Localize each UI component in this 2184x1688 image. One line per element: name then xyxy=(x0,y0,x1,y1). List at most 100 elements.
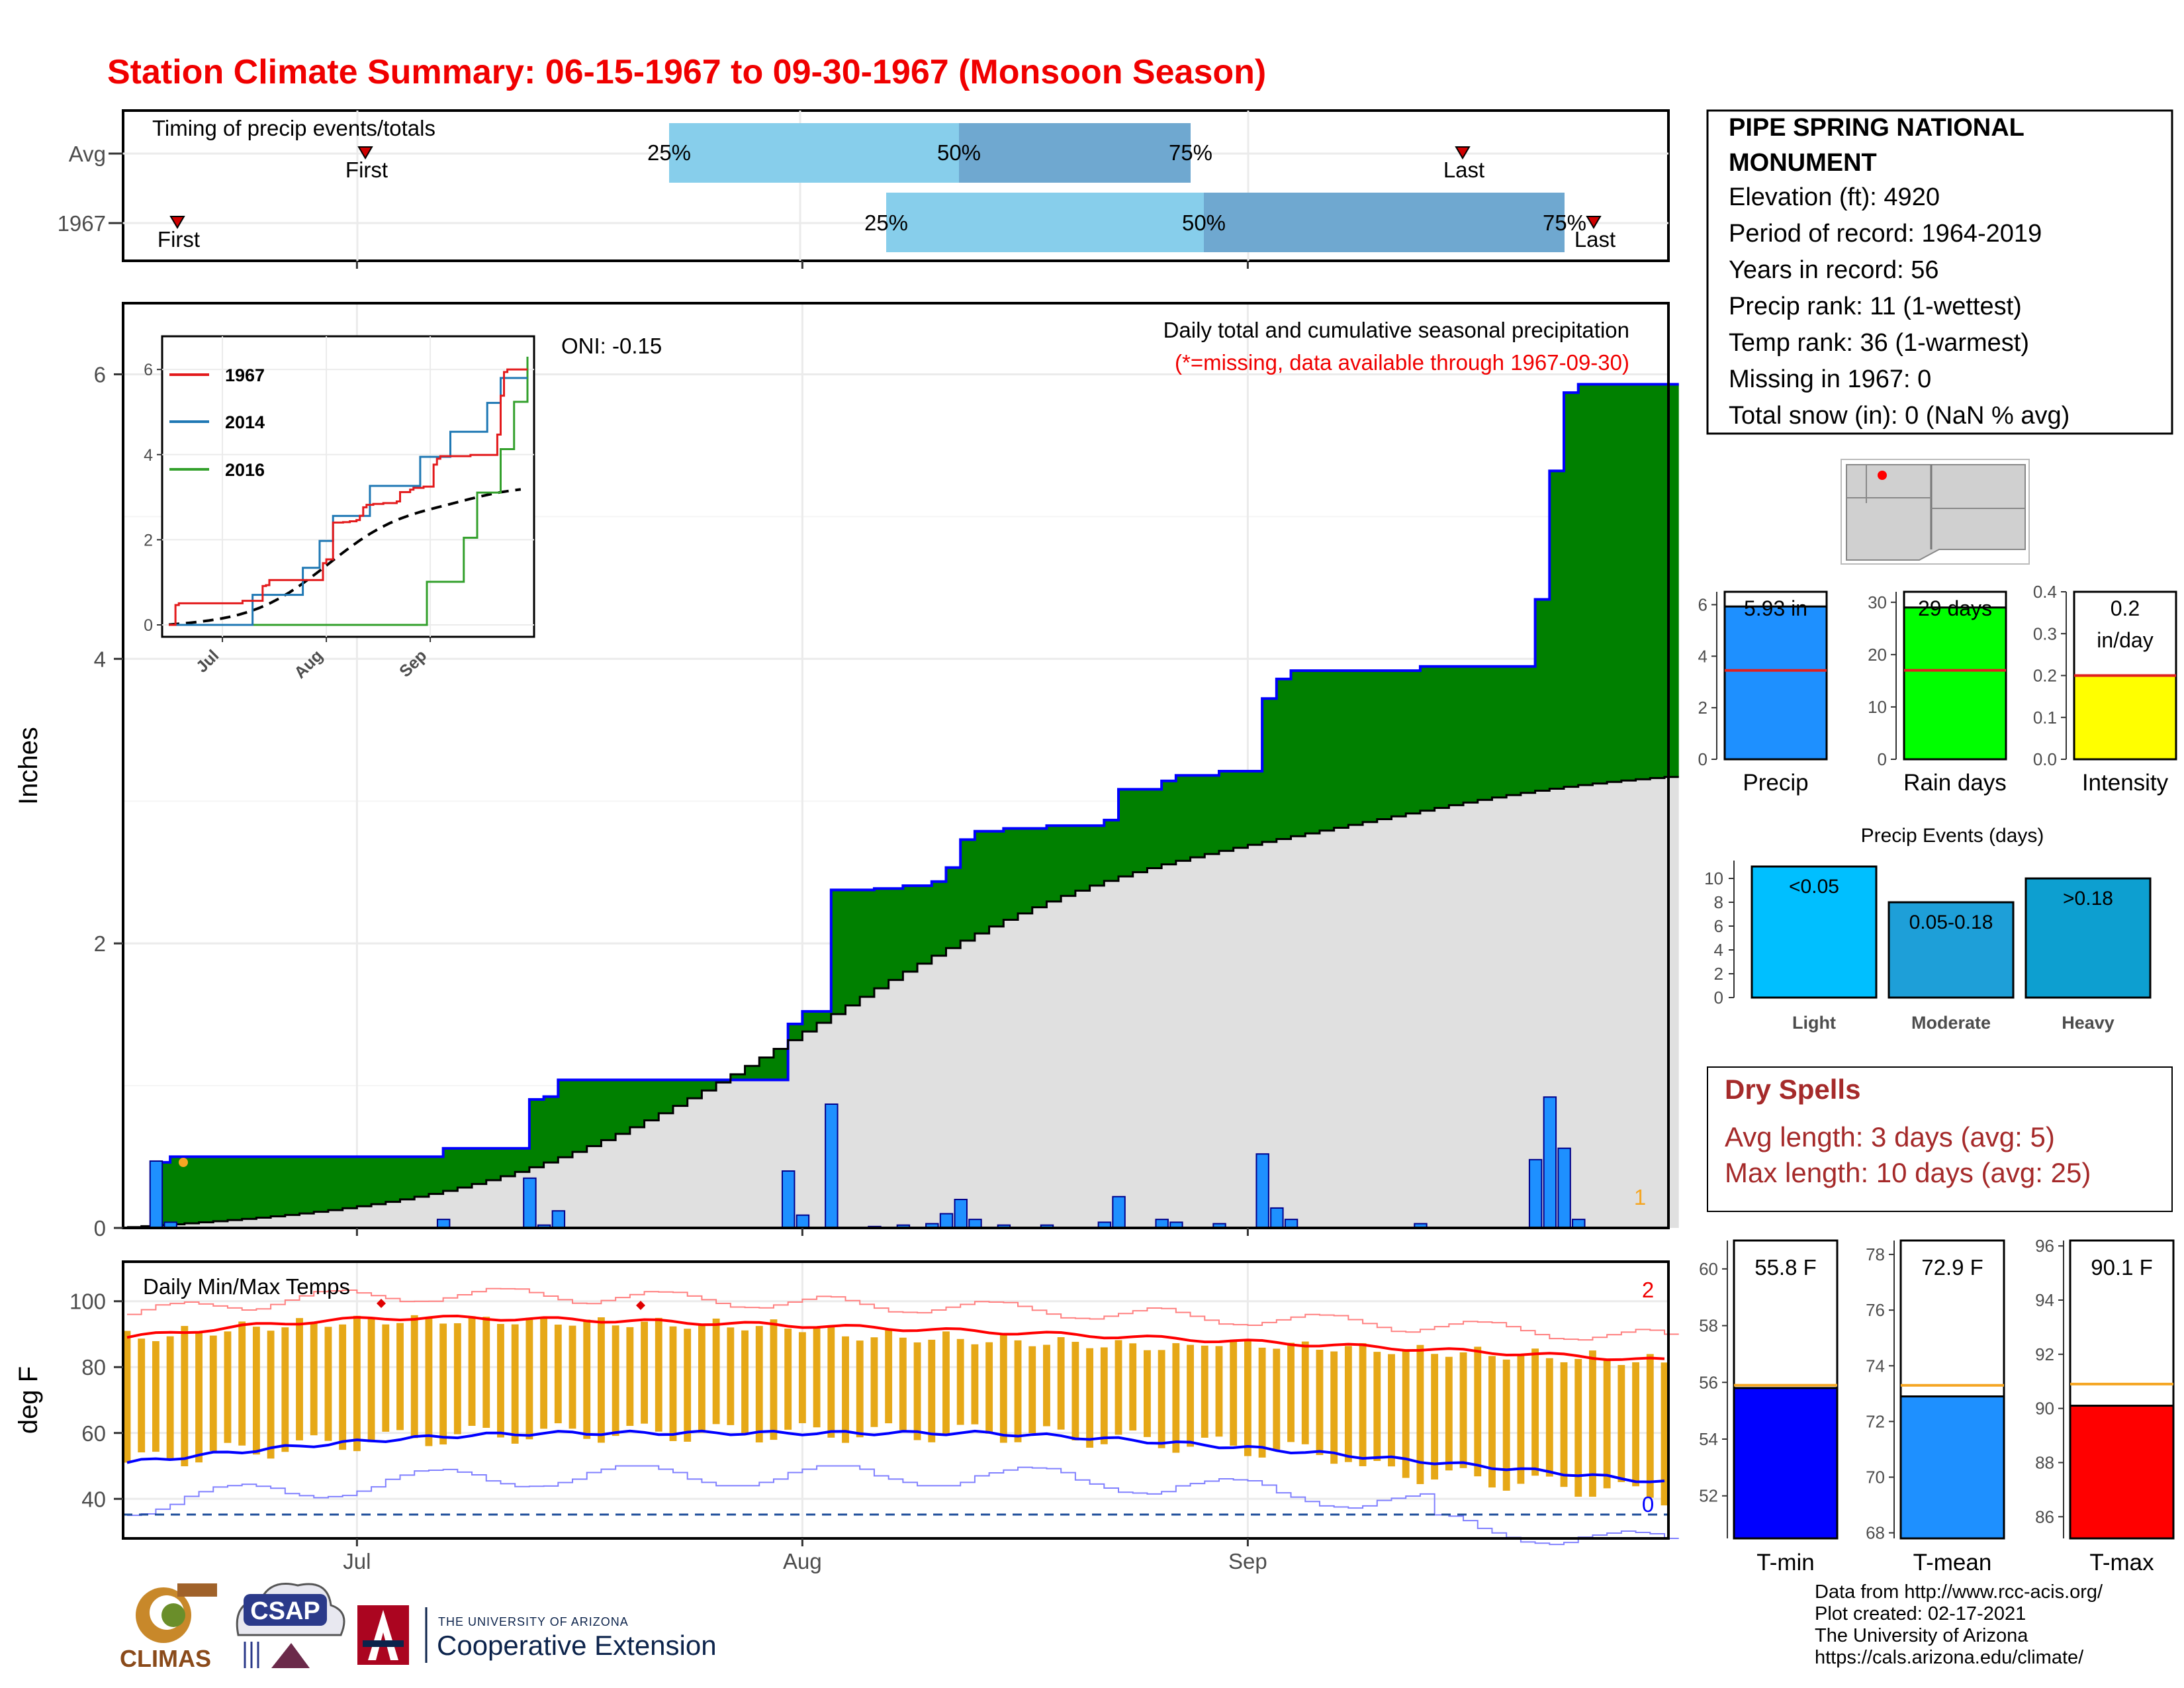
daily-precip-bar xyxy=(954,1199,968,1229)
timing-row-avg: Avg xyxy=(69,142,106,166)
daily-temp-range-bar xyxy=(1144,1350,1151,1437)
daily-temp-range-bar xyxy=(583,1319,591,1439)
daily-temp-range-bar xyxy=(453,1323,461,1434)
summary-bar-tick-label: 10 xyxy=(1868,697,1887,717)
events-y-tick-label: 8 xyxy=(1714,892,1723,912)
daily-temp-range-bar xyxy=(353,1315,361,1452)
daily-temp-range-bar xyxy=(152,1341,159,1452)
daily-temp-range-bar xyxy=(1402,1349,1410,1478)
climas-logo-text: CLIMAS xyxy=(120,1645,211,1672)
daily-temp-range-bar xyxy=(224,1331,232,1443)
daily-temp-range-bar xyxy=(1373,1352,1381,1461)
timing-1967-50-75 xyxy=(1204,193,1565,252)
daily-temp-range-bar xyxy=(655,1317,662,1432)
daily-temp-range-bar xyxy=(1071,1342,1079,1441)
avg-cumulative-area xyxy=(127,776,1679,1228)
credit-url: https://cals.arizona.edu/climate/ xyxy=(1815,1647,2084,1668)
daily-temp-range-bar xyxy=(296,1318,303,1440)
daily-precip-bar xyxy=(939,1213,954,1229)
daily-temp-range-bar xyxy=(598,1317,605,1443)
timing-1967-25-label: 25% xyxy=(864,211,908,235)
precip-caption-missing: (*=missing, data available through 1967-… xyxy=(1175,350,1629,375)
daily-precip-bar xyxy=(1557,1147,1571,1229)
temp-y-tick-label: 80 xyxy=(81,1355,106,1380)
timing-avg-25-50 xyxy=(669,123,959,183)
daily-temp-range-bar xyxy=(827,1327,835,1438)
daily-temp-range-bar xyxy=(913,1342,921,1440)
daily-temp-range-bar xyxy=(755,1326,763,1443)
station-temp-rank: Temp rank: 36 (1-warmest) xyxy=(1729,329,2029,357)
daily-temp-range-bar xyxy=(1545,1358,1553,1477)
daily-temp-range-bar xyxy=(784,1329,792,1430)
precip-corner-count: 1 xyxy=(1634,1185,1646,1209)
temp-summary-tick-label: 56 xyxy=(1699,1372,1718,1392)
timing-avg-25-label: 25% xyxy=(647,140,691,165)
precip-summary: 5.93 in 0 2 4 6 Precip xyxy=(1698,590,1828,796)
footer-credits: Data from http://www.rcc-acis.org/ Plot … xyxy=(1815,1581,2103,1668)
daily-temp-range-bar xyxy=(123,1331,131,1463)
daily-temp-range-bar xyxy=(324,1327,332,1441)
timing-avg-50-75 xyxy=(959,123,1191,183)
timing-1967-last-label: Last xyxy=(1574,227,1615,252)
dry-spells-box: Dry Spells Avg length: 3 days (avg: 5) M… xyxy=(1707,1066,2173,1212)
ua-logo: THE UNIVERSITY OF ARIZONA Cooperative Ex… xyxy=(357,1605,717,1665)
x-tick-label: Sep xyxy=(1228,1549,1267,1573)
dry-spells-title: Dry Spells xyxy=(1725,1074,1860,1105)
summary-bar-tick-label: 2 xyxy=(1698,698,1707,718)
inset-2014-line xyxy=(169,377,527,626)
timing-avg-50-label: 50% xyxy=(937,140,981,165)
inset-1967-line xyxy=(169,368,527,626)
daily-temp-range-bar xyxy=(540,1317,548,1429)
events-y-tick-label: 6 xyxy=(1714,916,1723,936)
temp-summary-tick-label: 72 xyxy=(1866,1411,1885,1431)
daily-temp-range-bar xyxy=(382,1324,390,1432)
station-info-box: PIPE SPRING NATIONAL MONUMENT Elevation … xyxy=(1706,109,2173,435)
daily-precip-bar xyxy=(1255,1153,1269,1229)
daily-temp-range-bar xyxy=(1028,1346,1036,1434)
daily-temp-range-bar xyxy=(281,1327,289,1452)
events-y-tick-label: 0 xyxy=(1714,988,1723,1008)
daily-temp-range-bar xyxy=(1632,1362,1640,1487)
events-y-tick-label: 2 xyxy=(1714,964,1723,984)
daily-temp-range-bar xyxy=(166,1336,174,1460)
daily-temp-range-bar xyxy=(209,1335,217,1451)
temp-y-tick-label: 40 xyxy=(81,1487,106,1511)
record-low-line xyxy=(127,1465,1679,1546)
x-tick-label: Aug xyxy=(783,1549,822,1573)
daily-temp-range-bar xyxy=(1589,1350,1596,1497)
daily-temp-range-bar xyxy=(1172,1343,1180,1453)
ua-small-text: THE UNIVERSITY OF ARIZONA xyxy=(438,1615,629,1628)
daily-precip-bar xyxy=(523,1177,537,1229)
temp-y-tick-label: 100 xyxy=(69,1289,106,1314)
daily-temp-range-bar xyxy=(842,1336,849,1443)
inset-legend-2016: 2016 xyxy=(225,460,265,480)
events-bar-label: <0.05 xyxy=(1789,876,1839,898)
daily-temp-range-bar xyxy=(1330,1351,1338,1464)
daily-temp-range-bar xyxy=(367,1319,375,1442)
inset-y-tick-label: 4 xyxy=(144,446,153,465)
temp-y-tick-label: 60 xyxy=(81,1421,106,1446)
tmax-summary: 90.1 F 86 88 90 92 94 96 T-max xyxy=(2035,1236,2175,1575)
tmin-summary: 55.8 F 52 54 56 58 60 T-min xyxy=(1699,1239,1839,1575)
events-category-label: Light xyxy=(1792,1013,1836,1033)
temp-summary-label: T-max xyxy=(2089,1550,2154,1575)
temp-summary-tick-label: 78 xyxy=(1866,1244,1885,1264)
daily-temp-range-bar xyxy=(1287,1342,1295,1442)
location-map xyxy=(1841,459,2030,565)
temp-summary-tick-label: 88 xyxy=(2035,1452,2054,1472)
daily-temp-range-bar xyxy=(1187,1344,1194,1447)
precip-caption: Daily total and cumulative seasonal prec… xyxy=(1163,318,1629,342)
timing-1967-last-marker xyxy=(1586,216,1602,229)
x-tick-label: Jul xyxy=(343,1549,371,1573)
summary-bar-tick-label: 0.0 xyxy=(2033,749,2057,769)
avg-tmin-line xyxy=(126,1429,1665,1483)
daily-temp-range-bar xyxy=(252,1327,260,1455)
timing-avg-75-label: 75% xyxy=(1169,140,1212,165)
daily-temp-range-bar xyxy=(942,1331,950,1434)
timing-1967-75-label: 75% xyxy=(1543,211,1586,235)
daily-precip-bar xyxy=(1112,1196,1126,1229)
page-title: Station Climate Summary: 06-15-1967 to 0… xyxy=(107,53,1266,91)
temp-summary-tick-label: 86 xyxy=(2035,1507,2054,1526)
